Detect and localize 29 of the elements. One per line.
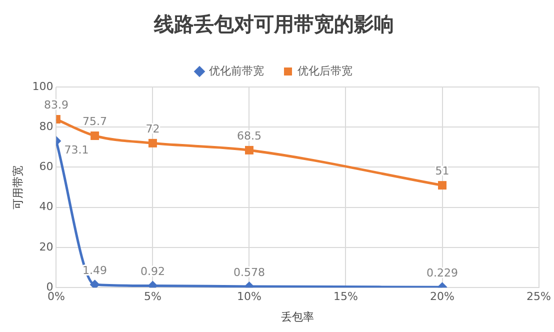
data-label: 68.5 (236, 130, 262, 143)
y-axis-title: 可用带宽 (11, 165, 24, 210)
data-label: 83.9 (44, 98, 68, 112)
y-tick-label: 20 (39, 240, 54, 254)
point (244, 146, 254, 154)
data-label: 0.92 (140, 265, 165, 278)
point (438, 181, 446, 190)
point (90, 280, 100, 288)
x-tick-label: 25% (526, 290, 551, 304)
data-label: 75.7 (82, 115, 108, 128)
x-tick-label: 20% (430, 290, 454, 304)
data-label: 0.229 (426, 266, 458, 280)
data-label: 51 (435, 164, 450, 178)
legend-label: 优化前带宽 (209, 64, 264, 78)
x-axis-title: 丢包率 (280, 310, 314, 324)
data-label: 0.578 (233, 266, 265, 279)
data-label: 72 (146, 122, 160, 136)
legend-label: 优化后带宽 (298, 64, 352, 78)
chart-title: 线路丢包对可用带宽的影响 (153, 12, 394, 36)
y-tick-label: 40 (39, 200, 54, 214)
y-tick-label: 60 (39, 160, 54, 174)
point (148, 138, 157, 148)
data-label: 73.1 (64, 143, 89, 156)
x-tick-label: 5% (144, 290, 162, 304)
x-tick-label: 15% (334, 290, 358, 304)
y-tick-label: 100 (32, 80, 54, 93)
x-tick-label: 10% (237, 290, 262, 304)
y-tick-label: 80 (39, 120, 54, 133)
point (90, 132, 100, 140)
